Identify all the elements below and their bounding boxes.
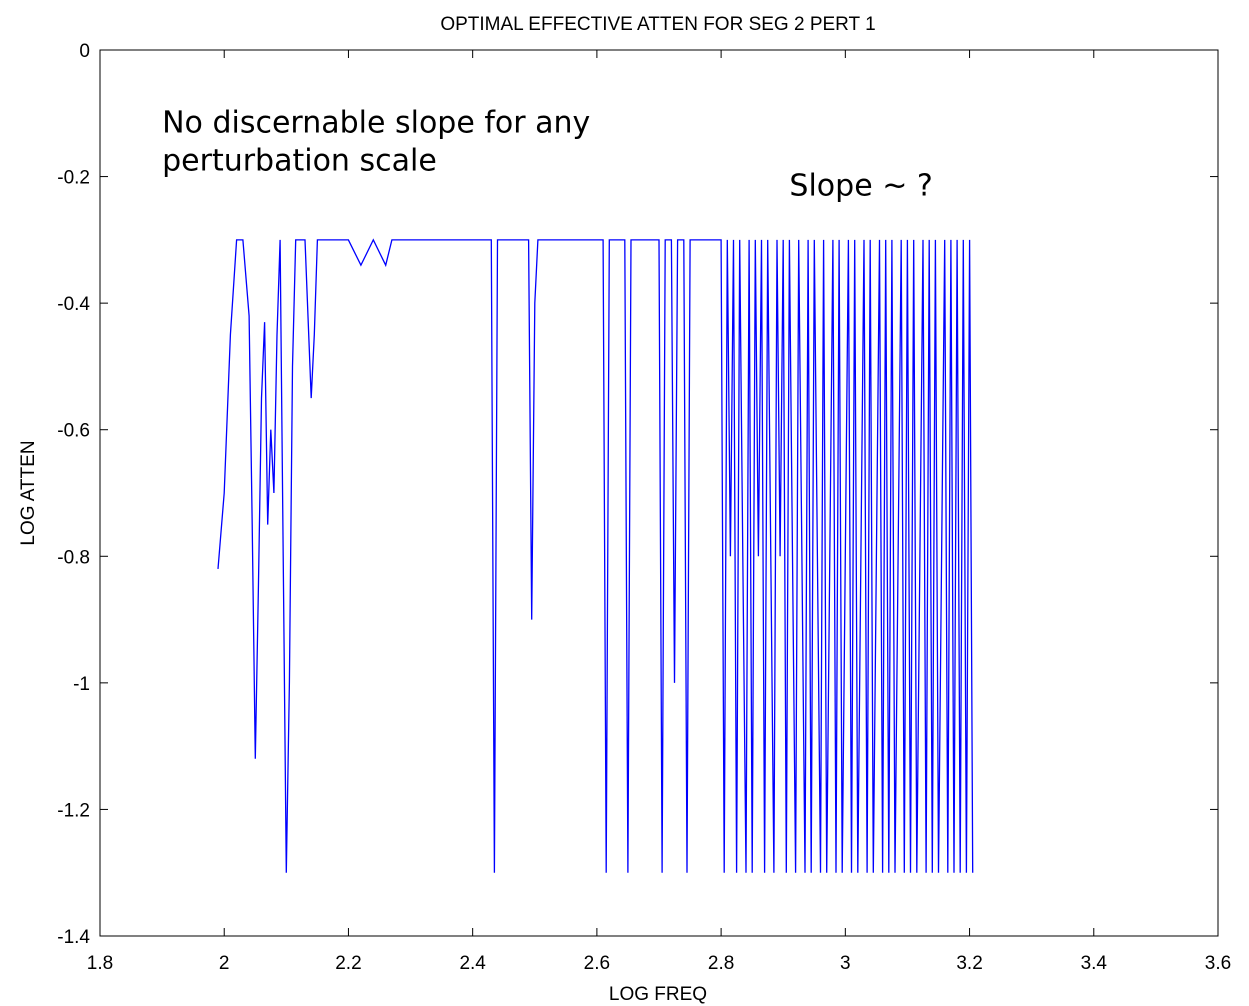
x-tick-label: 3.2 [956, 953, 982, 974]
x-tick-label: 2.8 [708, 953, 734, 974]
x-tick-label: 2.4 [459, 953, 486, 974]
annotation-text: No discernable slope for any perturbation… [162, 105, 590, 178]
y-tick-label: -1 [73, 674, 90, 695]
annotation-line: perturbation scale [162, 143, 437, 178]
plot-frame [99, 49, 1219, 937]
x-tick-label: 2.6 [584, 953, 610, 974]
x-tick-label: 1.8 [87, 953, 113, 974]
x-tick-label: 3 [840, 953, 851, 974]
y-tick-label: -1.4 [57, 927, 90, 948]
y-tick-label: -1.2 [57, 800, 90, 821]
x-tick-label: 3.6 [1205, 953, 1231, 974]
series-layer [217, 238, 974, 873]
chart-title: OPTIMAL EFFECTIVE ATTEN FOR SEG 2 PERT 1 [440, 14, 875, 35]
y-tick-label: 0 [79, 41, 90, 62]
y-tick-label: -0.6 [57, 421, 90, 442]
y-tick-label: -0.2 [57, 168, 90, 189]
y-axis-title: LOG ATTEN [18, 440, 39, 545]
x-axis-title: LOG FREQ [609, 984, 707, 1005]
annotation-layer: No discernable slope for any perturbation… [162, 105, 933, 203]
annotation-text: Slope ~ ? [789, 169, 932, 204]
x-tick-label: 2.2 [335, 953, 361, 974]
annotation-line: No discernable slope for any [162, 105, 590, 140]
annotation-line: Slope ~ ? [789, 169, 932, 204]
y-tick-label: -0.8 [57, 547, 90, 568]
x-tick-label: 2 [219, 953, 230, 974]
y-tick-label: -0.4 [57, 294, 90, 315]
axis-ticks: 1.8 2 2.2 2.4 2.6 2.8 3 3.2 3.4 3.6 0 -0.2 -0.4 -0.6 -… [57, 41, 1231, 974]
data-series-line [217, 238, 974, 873]
x-tick-label: 3.4 [1081, 953, 1108, 974]
